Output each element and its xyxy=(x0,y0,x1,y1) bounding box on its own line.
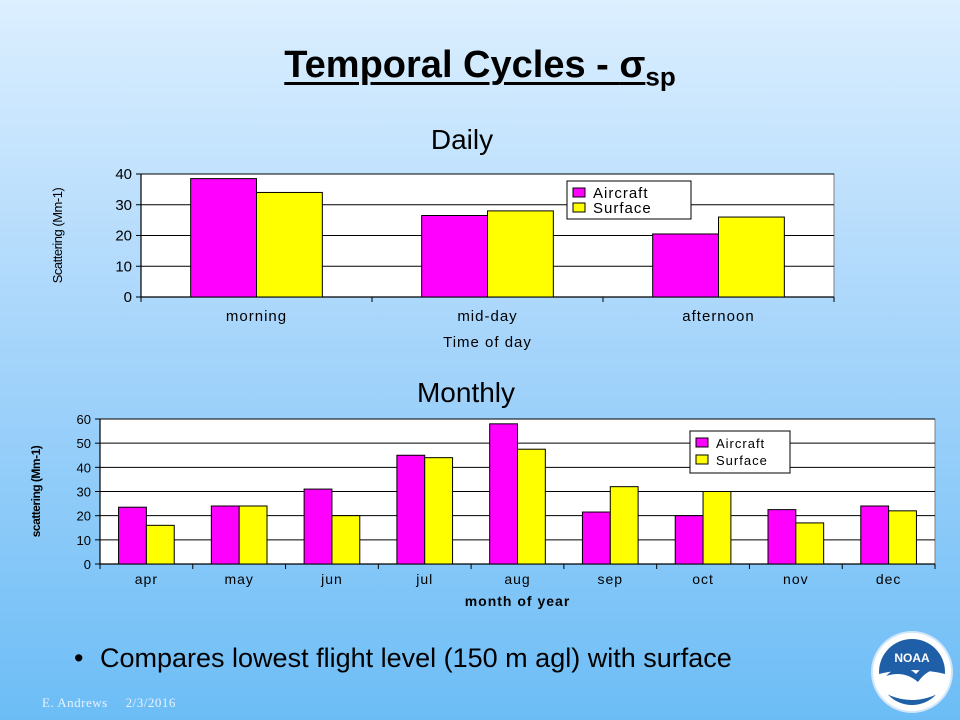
legend: Aircraft Surface xyxy=(689,430,791,474)
monthly-chart: 0 10 20 30 40 50 60 apr may jun jul aug sep oct nov dec… xyxy=(29,412,936,609)
bar-aircraft-afternoon xyxy=(652,233,719,298)
x-category-label: aug xyxy=(504,571,530,587)
y-axis-title: scattering (Mm-1) xyxy=(29,445,43,537)
x-category-label: sep xyxy=(597,571,623,587)
noaa-logo-text: NOAA xyxy=(894,651,930,665)
legend-swatch-surface xyxy=(695,454,709,465)
daily-chart-heading: Daily xyxy=(430,124,494,155)
y-tick-label: 60 xyxy=(77,412,91,427)
bar-aircraft-nov xyxy=(767,509,797,565)
bullet-text: Compares lowest flight level (150 m agl)… xyxy=(100,643,732,673)
legend-swatch-surface xyxy=(572,202,586,213)
x-axis-title: Time of day xyxy=(443,334,532,351)
y-tick-label: 0 xyxy=(124,289,132,306)
x-category-label: apr xyxy=(135,571,158,587)
legend-swatch-aircraft xyxy=(572,187,586,198)
x-category-label: jul xyxy=(415,571,433,587)
bar-aircraft-apr xyxy=(118,506,147,565)
legend-label-surface: Surface xyxy=(593,200,652,217)
title-main: Temporal Cycles - xyxy=(284,44,620,86)
bar-surface-mid-day xyxy=(487,210,554,298)
title-subscript: sp xyxy=(645,61,676,92)
bar-surface-morning xyxy=(256,191,323,298)
y-tick-label: 0 xyxy=(84,557,91,572)
x-category-label: jun xyxy=(320,571,343,587)
slide-title: Temporal Cycles - σsp xyxy=(0,44,960,93)
y-tick-label: 30 xyxy=(115,197,132,214)
bar-aircraft-jun xyxy=(303,488,333,565)
y-tick-label: 30 xyxy=(77,485,91,500)
bar-surface-dec xyxy=(888,510,917,565)
daily-chart: 0 10 20 30 40 morning mid-day afternoon Time of … xyxy=(50,166,835,351)
bar-aircraft-aug xyxy=(489,423,518,565)
x-category-label: nov xyxy=(783,571,809,587)
bar-surface-sep xyxy=(609,486,639,565)
y-tick-label: 40 xyxy=(77,460,91,475)
monthly-chart-heading: Monthly xyxy=(416,377,516,408)
bar-surface-may xyxy=(238,505,268,565)
bar-aircraft-oct xyxy=(674,515,704,565)
bullet-marker: • xyxy=(74,643,84,673)
bar-aircraft-morning xyxy=(190,178,257,298)
x-category-label: afternoon xyxy=(682,308,754,325)
x-category-label: mid-day xyxy=(457,308,517,325)
bar-surface-apr xyxy=(145,524,175,565)
x-category-label: dec xyxy=(876,571,902,587)
bar-aircraft-sep xyxy=(581,511,611,565)
bar-surface-jun xyxy=(331,515,361,565)
legend-box xyxy=(566,180,692,220)
bar-surface-oct xyxy=(702,491,732,565)
y-tick-label: 20 xyxy=(77,509,91,524)
x-axis-title: month of year xyxy=(465,593,571,609)
legend-swatch-aircraft xyxy=(695,437,709,448)
bar-surface-jul xyxy=(424,457,454,565)
footer-date: 2/3/2016 xyxy=(125,695,176,710)
bar-surface-afternoon xyxy=(718,216,785,298)
y-tick-label: 20 xyxy=(115,228,132,245)
y-axis-title: Scattering (Mm-1) xyxy=(50,188,65,284)
legend-label-surface: Surface xyxy=(716,453,768,468)
bar-aircraft-may xyxy=(210,505,240,565)
legend-label-aircraft: Aircraft xyxy=(716,436,765,451)
bar-surface-nov xyxy=(795,522,825,565)
y-tick-label: 50 xyxy=(77,436,91,451)
noaa-logo-icon: NOAA xyxy=(871,631,953,713)
bar-aircraft-dec xyxy=(860,505,890,565)
y-tick-label: 10 xyxy=(115,258,132,275)
legend-label-aircraft: Aircraft xyxy=(593,185,649,202)
bar-aircraft-jul xyxy=(396,454,426,565)
slide-footer: E. Andrews 2/3/2016 xyxy=(42,695,194,711)
x-category-label: morning xyxy=(226,308,287,325)
title-sigma: σ xyxy=(619,44,646,86)
x-category-label: may xyxy=(224,571,253,587)
x-category-label: oct xyxy=(692,571,714,587)
bar-surface-aug xyxy=(517,448,546,565)
y-tick-label: 40 xyxy=(115,166,132,183)
bar-aircraft-mid-day xyxy=(421,215,489,298)
bullet-point: • Compares lowest flight level (150 m agl… xyxy=(74,643,732,674)
footer-author: E. Andrews xyxy=(42,695,108,710)
y-tick-label: 10 xyxy=(77,533,91,548)
